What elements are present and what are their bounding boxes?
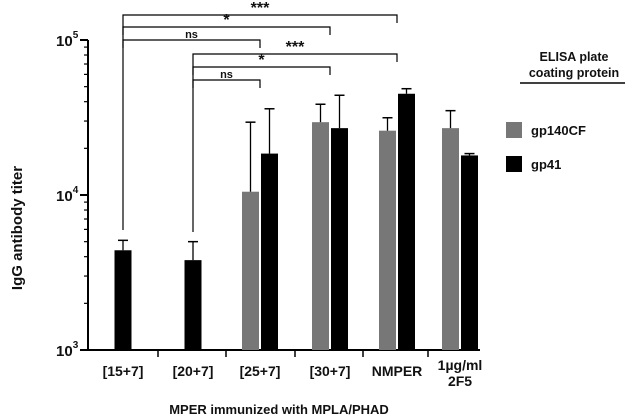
x-tick-labels: [15+7] [20+7] [25+7] [30+7] NMPER 1µg/ml 2F5	[103, 357, 483, 389]
bar-gp41-0	[114, 250, 132, 350]
x-tick-label-4: NMPER	[372, 363, 423, 379]
significance-label: ns	[220, 69, 233, 81]
legend-label-gp140CF: gp140CF	[531, 123, 586, 138]
significance-bracket-5: *	[192, 52, 331, 75]
bar-gp140CF-3	[312, 122, 329, 351]
y-axis-title: IgG antibody titer	[9, 166, 26, 290]
bar-gp41-3	[331, 128, 348, 350]
y-tick-label: 104	[56, 185, 79, 205]
bar-gp41-4	[398, 93, 415, 350]
y-tick-label: 103	[56, 340, 79, 360]
significance-bracket-3: ns	[122, 29, 261, 48]
bracket-line	[192, 53, 398, 62]
legend-swatch-gp140CF	[506, 122, 522, 138]
legend-label-gp41: gp41	[531, 157, 561, 172]
bar-gp140CF-2	[242, 191, 259, 350]
significance-brackets: ****ns****ns	[122, 0, 398, 232]
significance-label: ***	[251, 0, 270, 17]
legend-title: ELISA plate coating protein	[529, 50, 619, 80]
x-tick-label-0: [15+7]	[103, 363, 144, 379]
x-tick-label-2: [25+7]	[240, 363, 281, 379]
x-tick-label-1: [20+7]	[173, 363, 214, 379]
significance-label: *	[223, 12, 230, 29]
bar-gp41-2	[261, 153, 278, 350]
x-tick-label-3: [30+7]	[310, 363, 351, 379]
y-tick-label: 105	[56, 30, 79, 50]
bar-gp140CF-5	[442, 128, 459, 350]
significance-label: ***	[286, 39, 305, 56]
legend: ELISA plate coating protein gp140CF gp41	[506, 50, 625, 172]
bars	[114, 87, 478, 351]
significance-bracket-4: ***	[192, 39, 398, 62]
x-axis-title: MPER immunized with MPLA/PHAD	[169, 402, 389, 417]
legend-swatch-gp41	[506, 156, 522, 172]
significance-label: *	[258, 52, 265, 69]
bar-gp41-5	[461, 155, 478, 350]
bar-gp140CF-4	[379, 130, 396, 350]
bracket-line	[122, 39, 261, 48]
axes	[80, 39, 480, 357]
x-tick-label-5: 1µg/ml 2F5	[438, 357, 483, 389]
significance-bracket-6: ns	[192, 69, 261, 88]
bracket-line	[192, 79, 261, 88]
bar-gp41-1	[184, 260, 202, 350]
y-tick-labels: 103 104 105	[56, 30, 79, 360]
bracket-line	[122, 14, 398, 23]
significance-bracket-1: ***	[122, 0, 398, 23]
significance-label: ns	[185, 29, 198, 41]
